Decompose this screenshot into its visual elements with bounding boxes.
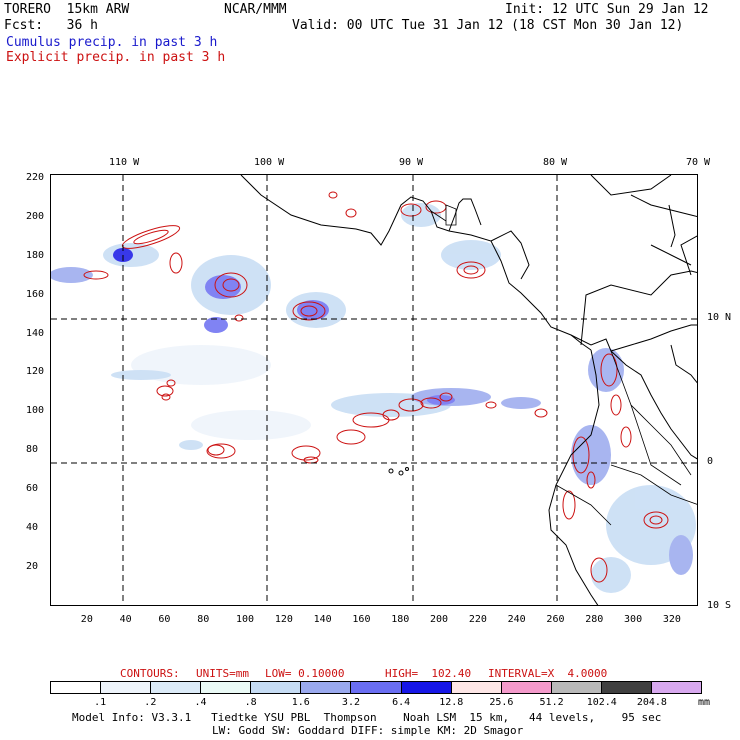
contour-interval: INTERVAL=X 4.0000 — [488, 667, 608, 680]
y-tick-label: 220 — [26, 171, 45, 183]
legend-swatch — [551, 682, 602, 693]
coastlines — [240, 175, 697, 605]
y-tick-label: 160 — [26, 288, 45, 300]
legend-value: 204.8 — [636, 697, 667, 708]
cumulus-line: Cumulus precip. in past 3 h — [6, 35, 218, 50]
legend-value: .1 — [94, 697, 107, 708]
legend-value: 102.4 — [586, 697, 617, 708]
explicit-contours — [83, 191, 669, 583]
organization: NCAR/MMM — [224, 2, 287, 17]
legend-value: 6.4 — [392, 697, 411, 708]
x-tick-label: 80 — [197, 614, 210, 625]
legend-swatch — [251, 682, 302, 693]
legend-value: 3.2 — [341, 697, 360, 708]
x-tick-label: 120 — [274, 614, 293, 625]
x-tick-label: 100 — [236, 614, 255, 625]
y-tick-label: 120 — [26, 366, 45, 378]
y-tick-label: 80 — [26, 444, 39, 456]
legend-value: 12.8 — [439, 697, 464, 708]
x-tick-label: 320 — [662, 614, 681, 625]
precip-map — [50, 174, 698, 606]
contour-units: UNITS=mm — [196, 667, 249, 680]
y-tick-label: 100 — [26, 405, 45, 417]
init-time: Init: 12 UTC Sun 29 Jan 12 — [505, 2, 709, 17]
top-lon-label: 70 W — [686, 157, 711, 168]
x-tick-label: 140 — [313, 614, 332, 625]
x-tick-label: 200 — [430, 614, 449, 625]
y-tick-label: 60 — [26, 483, 39, 495]
x-tick-label: 300 — [624, 614, 643, 625]
y-tick-label: 40 — [26, 522, 39, 534]
y-tick-label: 200 — [26, 210, 45, 222]
legend-swatch — [501, 682, 552, 693]
forecast-hour: Fcst: 36 h — [4, 18, 98, 33]
y-tick-label: 180 — [26, 249, 45, 261]
legend-unit: mm — [698, 697, 711, 708]
legend-swatch — [401, 682, 452, 693]
map-canvas — [51, 175, 697, 605]
legend-swatch — [201, 682, 252, 693]
contour-label: CONTOURS: — [120, 667, 180, 680]
contour-high: HIGH= 102.40 — [385, 667, 472, 680]
explicit-line: Explicit precip. in past 3 h — [6, 50, 226, 65]
legend-swatch — [151, 682, 202, 693]
top-lon-label: 110 W — [109, 157, 140, 168]
model-info: Model Info: V3.3.1 Tiedtke YSU PBL Thomp… — [72, 711, 662, 724]
legend-value: 25.6 — [489, 697, 514, 708]
y-tick-label: 20 — [26, 561, 39, 573]
legend-value: 1.6 — [291, 697, 310, 708]
cumulus-shading — [51, 203, 696, 593]
physics-info: LW: Godd SW: Goddard DIFF: simple KM: 2D… — [212, 724, 524, 737]
legend-value: .4 — [194, 697, 207, 708]
legend-swatch — [101, 682, 152, 693]
top-lon-label: 100 W — [254, 157, 285, 168]
model-name: TORERO 15km ARW — [4, 2, 130, 17]
legend-swatch — [351, 682, 402, 693]
right-lat-label: 10 S — [707, 600, 732, 611]
legend-swatch — [451, 682, 502, 693]
legend-value: .8 — [244, 697, 257, 708]
valid-time: Valid: 00 UTC Tue 31 Jan 12 (18 CST Mon … — [292, 18, 684, 33]
contour-low: LOW= 0.10000 — [265, 667, 345, 680]
x-tick-label: 220 — [468, 614, 487, 625]
y-tick-label: 140 — [26, 327, 45, 339]
legend-value: 51.2 — [539, 697, 564, 708]
legend-colorbar — [50, 681, 702, 694]
right-lat-label: 0 — [707, 456, 714, 467]
top-lon-label: 90 W — [399, 157, 424, 168]
x-tick-label: 160 — [352, 614, 371, 625]
x-tick-label: 20 — [80, 614, 93, 625]
top-lon-label: 80 W — [543, 157, 568, 168]
borders — [430, 204, 697, 526]
legend-swatch — [651, 682, 702, 693]
legend-swatch — [301, 682, 352, 693]
x-tick-label: 280 — [585, 614, 604, 625]
x-tick-label: 260 — [546, 614, 565, 625]
legend-swatch — [51, 682, 102, 693]
lat-lon-grid — [51, 175, 697, 605]
x-tick-label: 240 — [507, 614, 526, 625]
x-tick-label: 180 — [391, 614, 410, 625]
x-tick-label: 40 — [119, 614, 132, 625]
legend-swatch — [601, 682, 652, 693]
legend-value: .2 — [144, 697, 157, 708]
x-tick-label: 60 — [158, 614, 171, 625]
right-lat-label: 10 N — [707, 312, 732, 323]
